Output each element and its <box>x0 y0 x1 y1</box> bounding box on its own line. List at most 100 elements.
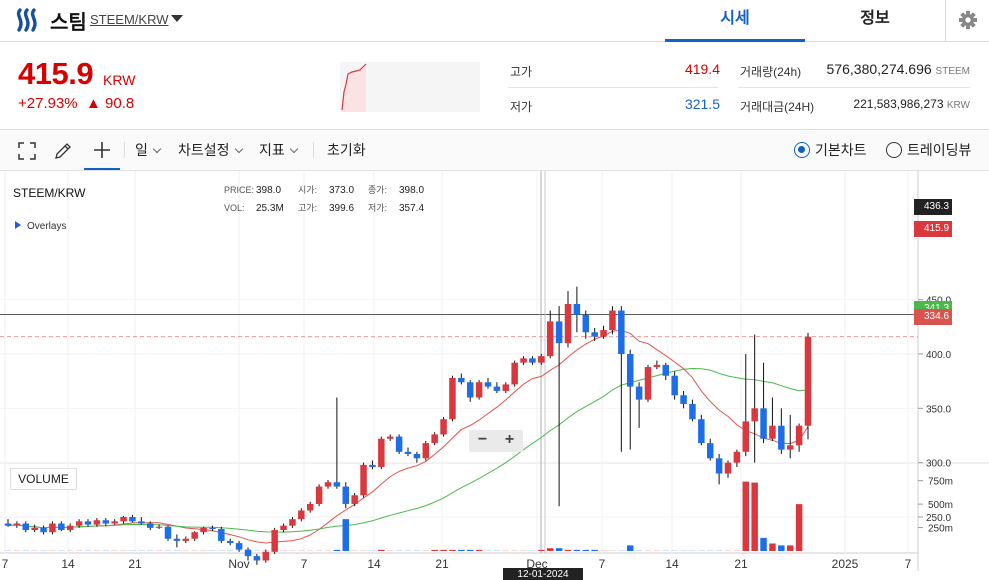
candle <box>218 526 225 544</box>
volume-tick-label: 500m <box>928 500 953 511</box>
candle-body <box>182 538 190 541</box>
candle <box>315 484 323 507</box>
period-select[interactable]: 일 <box>135 130 162 170</box>
candle-body <box>742 421 750 452</box>
volume-bar <box>458 549 465 551</box>
divider <box>124 142 125 158</box>
chart-toolbar: 일 차트설정 지표 초기화 기본차트 트레이딩뷰 <box>0 129 989 171</box>
tab-quote[interactable]: 시세 <box>665 0 805 42</box>
candle-body <box>253 556 261 561</box>
zoom-out-button[interactable]: − <box>477 431 488 448</box>
candle <box>795 423 803 452</box>
candle-body <box>84 521 92 525</box>
candle <box>609 306 616 335</box>
indicators-menu[interactable]: 지표 <box>259 130 299 170</box>
ohlc-low-label: 저가: <box>368 203 387 213</box>
ohlc-vol-label: VOL: <box>224 203 245 213</box>
candle <box>289 517 296 528</box>
candle-body <box>760 408 767 439</box>
crosshair-tool[interactable] <box>84 130 120 170</box>
candle-body <box>262 551 270 561</box>
candle <box>413 451 421 463</box>
pencil-icon[interactable] <box>53 141 73 161</box>
candle-body <box>778 425 785 450</box>
basic-chart-radio[interactable] <box>794 142 810 158</box>
candle-body <box>635 386 643 400</box>
x-tick-label: 21 <box>734 557 748 571</box>
high-label: 고가 <box>510 65 533 79</box>
candle-body <box>289 519 296 526</box>
candle <box>511 360 518 387</box>
candle-body <box>298 510 305 520</box>
candle <box>146 521 154 531</box>
candle <box>404 447 412 457</box>
volume-bar <box>431 549 438 551</box>
volume-label: 거래량(24h) <box>740 65 802 79</box>
candle <box>431 432 438 446</box>
candle <box>173 534 181 548</box>
candle <box>555 306 563 507</box>
ohlc-high-value: 399.6 <box>329 203 354 214</box>
reset-button[interactable]: 초기화 <box>327 142 366 158</box>
coin-name: 스팀 <box>50 12 87 34</box>
candlestick-chart[interactable]: 71421Nov71421Dec7142120257450.0400.0350.… <box>0 171 989 580</box>
fullscreen-icon[interactable] <box>17 141 37 161</box>
y-tick-label: 250.0 <box>926 513 951 524</box>
candle-body <box>244 549 252 557</box>
candle <box>466 380 474 402</box>
x-tick-label: 14 <box>367 557 381 571</box>
candle <box>715 453 723 485</box>
candle <box>706 438 714 461</box>
candle-body <box>644 367 652 400</box>
candle <box>778 408 785 454</box>
tradingview-radio[interactable] <box>886 142 902 158</box>
basic-chart-label[interactable]: 기본차트 <box>815 142 867 158</box>
candle-body <box>573 304 581 315</box>
ohlc-close-label: 종가: <box>368 185 387 195</box>
volume-bar <box>546 548 554 551</box>
x-tick-label: 14 <box>61 557 75 571</box>
candle <box>573 286 581 333</box>
candle-body <box>786 445 794 450</box>
candle-body <box>404 451 412 454</box>
volume-bar <box>475 549 483 551</box>
chart-settings-menu[interactable]: 차트설정 <box>178 130 243 170</box>
coin-pair-link[interactable]: STEEM/KRW <box>90 12 169 27</box>
price-chart[interactable]: 71421Nov71421Dec7142120257450.0400.0350.… <box>0 171 989 580</box>
candle-body <box>226 540 234 544</box>
candle <box>280 523 287 533</box>
candle-body <box>600 330 607 337</box>
volume-bar <box>582 549 590 551</box>
candle-body <box>422 443 430 459</box>
tab-info[interactable]: 정보 <box>860 10 890 27</box>
candle <box>635 382 643 428</box>
gear-icon[interactable] <box>945 0 989 42</box>
candle-body <box>75 521 83 526</box>
candle-body <box>146 523 154 528</box>
tradingview-label[interactable]: 트레이딩뷰 <box>907 142 972 158</box>
candle-body <box>475 382 483 398</box>
price-unit: KRW <box>103 72 136 88</box>
candle-body <box>751 408 758 422</box>
candle <box>698 414 705 446</box>
ma-short-tag: 334.6 <box>914 309 952 325</box>
candle-body <box>395 436 403 452</box>
candle <box>626 349 634 450</box>
candle <box>671 371 678 400</box>
candle <box>333 397 341 489</box>
zoom-in-button[interactable]: + <box>504 431 515 448</box>
chevron-down-icon[interactable] <box>171 15 183 22</box>
volume-panel-label[interactable]: VOLUME <box>10 468 77 490</box>
ohlc-open-value: 373.0 <box>329 185 354 196</box>
candle <box>226 538 234 546</box>
candle <box>582 310 590 339</box>
candle-body <box>369 464 376 468</box>
crosshair-icon[interactable] <box>92 140 112 160</box>
candle-body <box>671 375 678 396</box>
candle-body <box>333 482 341 487</box>
candle-body <box>458 377 465 383</box>
candle <box>111 519 118 525</box>
candle <box>386 434 394 441</box>
ohlc-readout: PRICE: 398.0 시가: 373.0 종가: 398.0 VOL: 25… <box>224 185 424 214</box>
overlays-toggle[interactable]: Overlays <box>15 221 66 232</box>
